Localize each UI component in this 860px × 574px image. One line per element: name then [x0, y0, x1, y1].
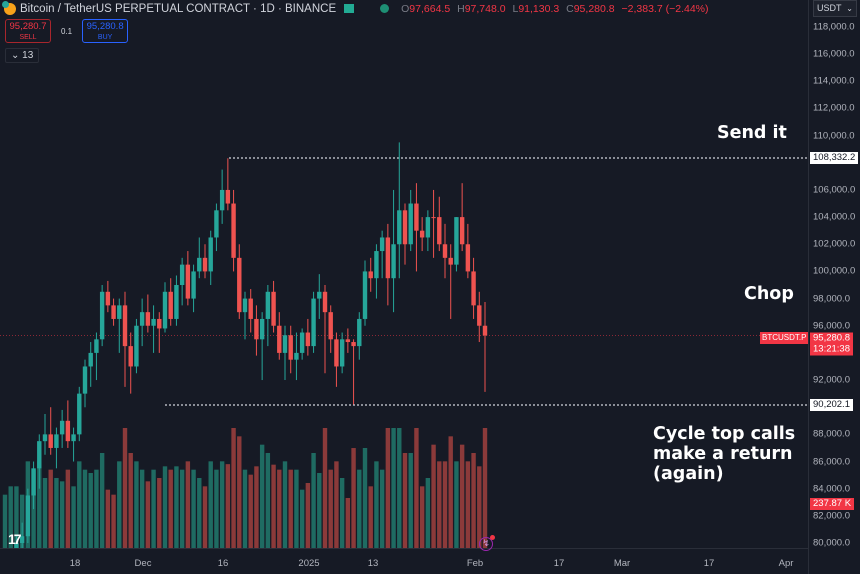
- change-value: −2,383.7 (−2.44%): [621, 2, 709, 15]
- price-tick: 116,000.0: [813, 48, 855, 60]
- price-axis[interactable]: USDT ⌄ 118,000.0 116,000.0 114,000.0 112,000…: [808, 0, 860, 574]
- high-line-label: 108,332.2: [810, 152, 859, 164]
- buy-button[interactable]: 95,280.8 BUY: [82, 19, 129, 43]
- annotation-cycle-top: Cycle top calls make a return (again): [653, 424, 796, 484]
- trade-panel: 95,280.7 SELL 0.1 95,280.8 BUY: [5, 19, 129, 43]
- price-tick: 104,000.0: [813, 211, 856, 223]
- symbol-price-tag: BTCUSDT.P: [760, 332, 809, 344]
- bitcoin-icon: [2, 0, 16, 15]
- price-tick: 114,000.0: [813, 75, 855, 87]
- ohlc-values: O97,664.5 H97,748.0 L91,130.3 C95,280.8 …: [401, 2, 709, 15]
- price-tick: 98,000.0: [813, 293, 850, 305]
- volume-label: 237.87 K: [810, 498, 855, 510]
- price-tick: 118,000.0: [813, 21, 855, 33]
- price-tick: 88,000.0: [813, 428, 850, 440]
- price-tick: 100,000.0: [813, 265, 856, 277]
- price-tick: 82,000.0: [813, 510, 850, 522]
- time-tick: 2025: [298, 558, 320, 569]
- time-tick: 13: [367, 558, 379, 569]
- market-flag-icon: [344, 4, 355, 13]
- time-tick: Apr: [778, 558, 794, 569]
- market-status-icon[interactable]: [380, 4, 390, 13]
- indicators-toggle-button[interactable]: ⌄ 13: [5, 48, 40, 63]
- price-chart-canvas[interactable]: [0, 0, 808, 548]
- annotation-chop: Chop: [744, 284, 794, 304]
- chevron-down-icon: ⌄: [11, 50, 20, 61]
- time-tick: Dec: [134, 558, 152, 569]
- price-tick: 92,000.0: [813, 374, 850, 386]
- annotation-send-it: Send it: [717, 123, 787, 143]
- sell-button[interactable]: 95,280.7 SELL: [5, 19, 51, 43]
- time-tick: Mar: [613, 558, 631, 569]
- price-tick: 106,000.0: [813, 184, 856, 196]
- low-line-label: 90,202.1: [810, 399, 853, 411]
- price-tick: 96,000.0: [813, 320, 850, 332]
- price-tick: 112,000.0: [813, 102, 855, 114]
- tradingview-logo[interactable]: 17: [8, 531, 22, 547]
- time-tick: Feb: [466, 558, 484, 569]
- price-tick: 80,000.0: [813, 537, 850, 549]
- price-tick: 84,000.0: [813, 483, 850, 495]
- time-tick: 18: [69, 558, 81, 569]
- spread-value: 0.1: [61, 26, 73, 36]
- price-tick: 102,000.0: [813, 238, 856, 250]
- symbol-title[interactable]: Bitcoin / TetherUS PERPETUAL CONTRACT · …: [20, 2, 337, 15]
- currency-select[interactable]: USDT ⌄: [813, 0, 857, 17]
- price-tick: 86,000.0: [813, 456, 850, 468]
- time-tick: 17: [703, 558, 715, 569]
- chart-header: Bitcoin / TetherUS PERPETUAL CONTRACT · …: [0, 0, 713, 17]
- time-tick: 16: [217, 558, 229, 569]
- chevron-down-icon: ⌄: [846, 4, 853, 13]
- bar-countdown: 13:21:38: [813, 343, 850, 355]
- lightning-alert-icon[interactable]: ↯: [479, 535, 495, 551]
- time-axis[interactable]: 18 Dec 16 2025 13 Feb 17 Mar 17 Apr: [0, 548, 808, 574]
- time-tick: 17: [553, 558, 565, 569]
- price-tick: 110,000.0: [813, 130, 855, 142]
- last-price-label: 95,280.8 13:21:38: [810, 332, 853, 356]
